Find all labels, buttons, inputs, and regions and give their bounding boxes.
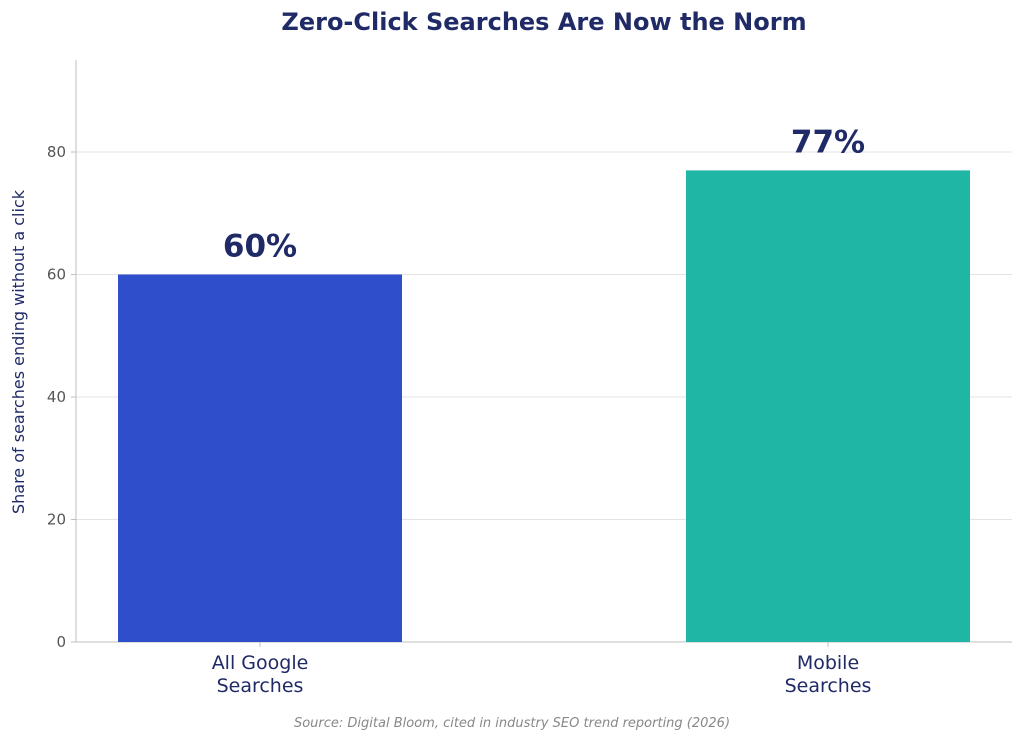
y-ticks: 0 20 40 60 80 [47,143,76,651]
data-labels: 60% 77% [223,124,865,264]
bar [118,274,402,642]
y-tick-label: 0 [56,633,66,651]
y-tick-label: 60 [47,266,66,284]
data-label: 60% [223,229,297,265]
source-note: Source: Digital Bloom, cited in industry… [294,716,730,731]
category-label: All Google [212,652,309,674]
y-tick-label: 40 [47,388,66,406]
category-label: Mobile [797,652,859,674]
bar [686,170,970,642]
chart-title: Zero-Click Searches Are Now the Norm [281,8,806,36]
y-axis-label: Share of searches ending without a click [9,189,28,514]
category-label: Searches [217,675,304,697]
y-tick-label: 80 [47,143,66,161]
y-tick-label: 20 [47,511,66,529]
data-label: 77% [791,124,865,160]
bars [118,170,970,642]
category-label: Searches [785,675,872,697]
